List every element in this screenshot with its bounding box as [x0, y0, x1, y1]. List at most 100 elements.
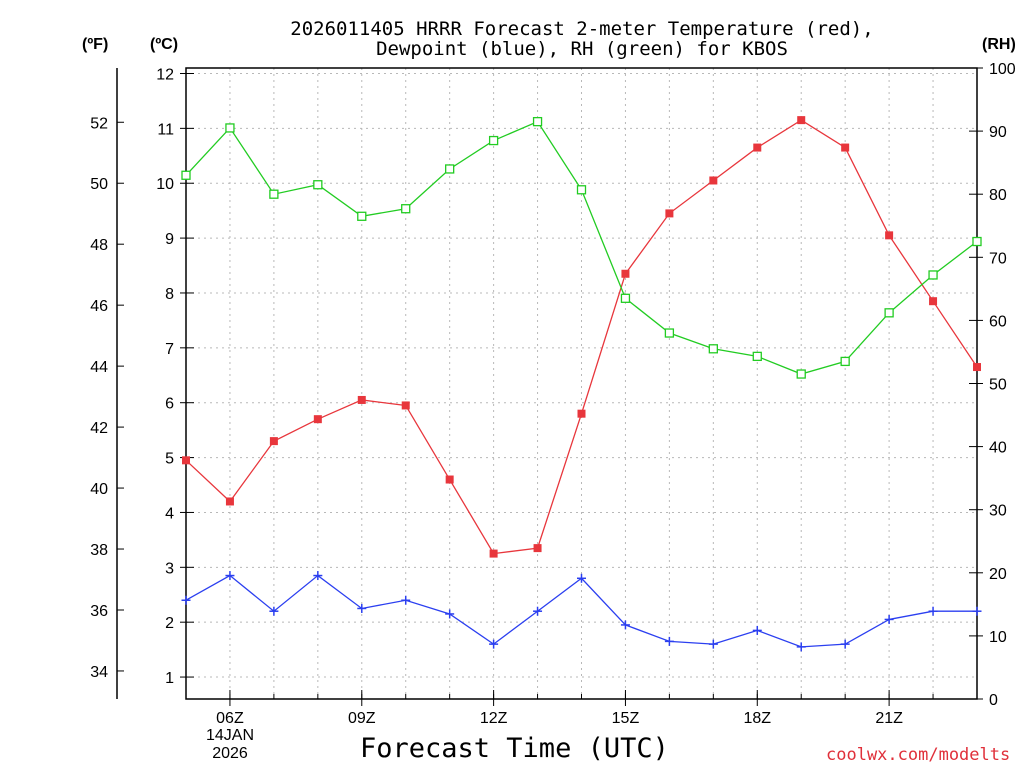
fahrenheit-tick-label: 40 [90, 481, 108, 498]
fahrenheit-tick-label: 46 [90, 298, 108, 315]
temperature-point [489, 549, 498, 558]
temperature-point [929, 297, 938, 306]
rh-point [532, 116, 543, 127]
tick-labels: 1234567891011123436384042444648505201020… [90, 61, 1016, 727]
fahrenheit-tick-label: 42 [90, 420, 108, 437]
temperature-point [885, 231, 894, 240]
rh-point [620, 293, 631, 303]
rh-unit-label: (RH) [982, 36, 1016, 53]
source-credit: coolwx.com/modelts [826, 745, 1011, 765]
temperature-point [182, 456, 190, 465]
celsius-tick-label: 5 [165, 451, 174, 468]
temperature-point [797, 116, 806, 125]
rh-point [269, 189, 279, 199]
fahrenheit-tick-label: 48 [90, 237, 108, 254]
fahrenheit-tick-label: 50 [90, 176, 108, 193]
x-tick-label: 09Z [348, 710, 376, 727]
dewpoint-point [489, 639, 499, 649]
rh-point [664, 328, 675, 338]
rh-point [181, 170, 191, 180]
temperature-point [577, 409, 586, 418]
temperature-point [841, 143, 850, 152]
x-axis-title: Forecast Time (UTC) [360, 733, 669, 764]
rh-tick-label: 100 [989, 61, 1016, 78]
dewpoint-point [269, 606, 279, 616]
fahrenheit-tick-label: 38 [90, 542, 108, 559]
temperature-point [269, 437, 278, 446]
grid-lines [186, 68, 977, 699]
temperature-point [621, 269, 630, 278]
dewpoint-point [225, 571, 235, 581]
rh-tick-label: 10 [989, 629, 1007, 646]
temperature-point [665, 209, 674, 218]
chart-title-line2: Dewpoint (blue), RH (green) for KBOS [376, 38, 788, 60]
celsius-tick-label: 3 [165, 560, 174, 577]
rh-point [928, 270, 938, 280]
rh-point [313, 180, 323, 190]
celsius-unit-label: (ºC) [150, 36, 179, 53]
temperature-point [313, 415, 322, 424]
rh-point [225, 123, 235, 133]
dewpoint-point [577, 573, 586, 583]
rh-tick-label: 30 [989, 503, 1007, 520]
celsius-tick-label: 10 [156, 176, 174, 193]
plot-frame [185, 67, 978, 700]
rh-tick-label: 70 [989, 250, 1007, 267]
dewpoint-point [664, 636, 674, 646]
rh-point [972, 236, 982, 247]
fahrenheit-tick-label: 36 [90, 603, 108, 620]
temperature-point [709, 176, 718, 185]
temperature-point [357, 395, 366, 404]
x-tick-label: 18Z [743, 710, 771, 727]
dewpoint-point [928, 606, 938, 616]
dewpoint-point [181, 595, 191, 605]
series [181, 116, 982, 652]
rh-tick-label: 0 [989, 692, 998, 709]
dewpoint-point [357, 603, 367, 613]
dewpoint-point [752, 625, 762, 635]
x-tick-label: 12Z [480, 710, 508, 727]
rh-point [401, 204, 411, 214]
dewpoint-point [313, 571, 323, 581]
temperature-point [533, 544, 542, 553]
rh-tick-label: 20 [989, 566, 1007, 583]
fahrenheit-tick-label: 52 [90, 115, 108, 132]
celsius-tick-label: 11 [157, 121, 174, 138]
date-year-label: 2026 [212, 745, 248, 762]
celsius-tick-label: 7 [165, 341, 174, 358]
rh-tick-label: 80 [989, 187, 1007, 204]
celsius-tick-label: 6 [165, 396, 174, 413]
rh-point [884, 308, 894, 318]
date-day-label: 14JAN [205, 727, 255, 744]
fahrenheit-unit-label: (ºF) [82, 36, 109, 53]
fahrenheit-tick-label: 34 [90, 664, 108, 681]
celsius-tick-label: 8 [165, 286, 174, 303]
temperature-point [445, 475, 454, 484]
dewpoint-point [972, 606, 982, 616]
rh-point [445, 164, 455, 174]
celsius-tick-label: 1 [165, 670, 174, 687]
rh-tick-label: 60 [989, 313, 1007, 330]
axes [116, 67, 983, 706]
celsius-tick-label: 12 [156, 66, 174, 83]
dewpoint-point [445, 609, 455, 619]
rh-point [576, 185, 587, 195]
celsius-tick-label: 9 [165, 231, 174, 248]
rh-tick-label: 40 [989, 440, 1007, 457]
x-tick-label: 06Z [216, 710, 244, 727]
rh-point [840, 356, 850, 367]
dewpoint-point [401, 595, 411, 605]
rh-point [488, 135, 499, 146]
dewpoint-point [796, 642, 806, 652]
temperature-point [225, 497, 234, 506]
fahrenheit-tick-label: 44 [90, 359, 108, 376]
chart-title-line1: 2026011405 HRRR Forecast 2-meter Tempera… [290, 18, 874, 40]
rh-point [357, 211, 367, 221]
x-tick-label: 21Z [875, 710, 903, 727]
dewpoint-point [884, 614, 894, 624]
temperature-point [401, 401, 410, 410]
temperature-point [753, 143, 762, 152]
temperature-point [973, 363, 981, 372]
celsius-tick-label: 4 [165, 505, 174, 522]
